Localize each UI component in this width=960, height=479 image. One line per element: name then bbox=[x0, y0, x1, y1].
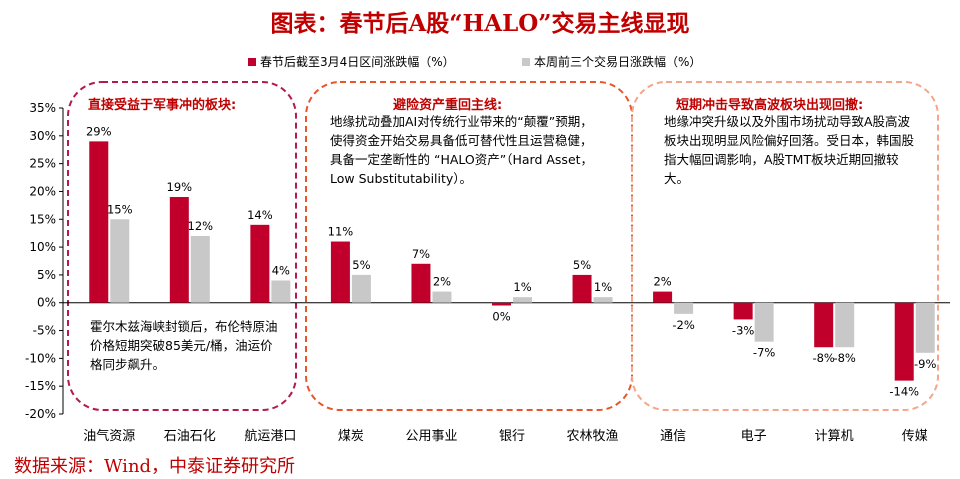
x-tick-label-0: 油气资源 bbox=[83, 428, 135, 444]
data-label-s2-0: 15% bbox=[107, 202, 133, 216]
bar-s1-8 bbox=[733, 302, 753, 320]
data-label-s2-1: 12% bbox=[188, 219, 214, 233]
legend-swatch-1 bbox=[248, 58, 256, 66]
bar-s2-9 bbox=[835, 302, 855, 348]
bar-s1-5 bbox=[492, 302, 511, 306]
y-tick-label: 15% bbox=[29, 212, 56, 226]
bar-s2-5 bbox=[513, 297, 532, 303]
x-tick-label-3: 煤炭 bbox=[338, 429, 364, 444]
bar-s1-3 bbox=[330, 241, 350, 303]
y-tick-label: -15% bbox=[25, 379, 56, 393]
bar-s2-6 bbox=[593, 297, 613, 303]
data-label-s2-4: 2% bbox=[433, 275, 451, 289]
data-label-s2-3: 5% bbox=[352, 258, 370, 272]
group2-note: 地缘扰动叠加AI对传统行业带来的“颠覆”预期，使得资金开始交易具备低可替代性且运… bbox=[330, 114, 594, 186]
data-label-s2-2: 4% bbox=[272, 263, 290, 277]
data-label-s1-10: -14% bbox=[889, 385, 919, 399]
data-label-s1-8: -3% bbox=[732, 323, 754, 337]
y-tick-label: 25% bbox=[29, 157, 56, 171]
group1-heading: 直接受益于军事冲的板块: bbox=[88, 98, 237, 113]
x-tick-label-2: 航运港口 bbox=[244, 428, 296, 444]
data-source: 数据来源：Wind，中泰证券研究所 bbox=[14, 456, 296, 477]
bar-s2-1 bbox=[190, 235, 210, 303]
chart-title: 图表：春节后A股“HALO”交易主线显现 bbox=[270, 10, 690, 37]
x-tick-label-9: 计算机 bbox=[815, 429, 854, 444]
x-tick-label-8: 电子 bbox=[741, 429, 767, 444]
group2-heading: 避险资产重回主线: bbox=[393, 98, 503, 113]
group1-note: 霍尔木兹海峡封锁后，布伦特原油价格短期突破85美元/桶，油运价格同步飙升。 bbox=[90, 319, 278, 372]
data-label-s1-6: 5% bbox=[573, 258, 591, 272]
data-label-s1-3: 11% bbox=[328, 225, 354, 239]
group3-note: 地缘冲突升级以及外围市场扰动导致A股高波板块出现明显风险偏好回落。受日本，韩国股… bbox=[664, 114, 915, 186]
data-label-s1-1: 19% bbox=[167, 180, 193, 194]
bar-s1-4 bbox=[411, 263, 431, 303]
data-label-s2-6: 1% bbox=[594, 280, 612, 294]
y-tick-label: 30% bbox=[29, 129, 56, 143]
data-label-s2-10: -9% bbox=[914, 357, 936, 371]
bar-s1-2 bbox=[250, 224, 270, 303]
y-tick-label: 20% bbox=[29, 184, 56, 198]
bar-s1-6 bbox=[572, 274, 592, 303]
bar-s2-8 bbox=[754, 302, 774, 342]
y-tick-label: 0% bbox=[37, 296, 56, 310]
bar-s1-9 bbox=[814, 302, 834, 348]
bar-s1-1 bbox=[169, 197, 189, 303]
data-label-s1-7: 2% bbox=[653, 275, 671, 289]
data-label-s2-9: -8% bbox=[833, 351, 855, 365]
group-box-1 bbox=[67, 81, 297, 411]
data-label-s2-7: -2% bbox=[672, 318, 694, 332]
bar-s2-4 bbox=[432, 291, 452, 303]
legend-label-2: 本周前三个交易日涨跌幅（%） bbox=[534, 54, 701, 69]
group3-heading: 短期冲击导致高波板块出现回撤: bbox=[676, 98, 864, 113]
legend-label-1: 春节后截至3月4日区间涨跌幅（%） bbox=[260, 54, 455, 69]
data-label-s1-0: 29% bbox=[86, 124, 112, 138]
legend-swatch-2 bbox=[522, 58, 530, 66]
y-tick-label: -20% bbox=[25, 407, 56, 421]
bar-s2-0 bbox=[110, 219, 130, 303]
data-label-s2-5: 1% bbox=[513, 280, 531, 294]
group-box-3 bbox=[631, 81, 939, 411]
x-tick-label-10: 传媒 bbox=[902, 429, 928, 444]
data-label-s1-2: 14% bbox=[247, 208, 273, 222]
y-tick-label: 5% bbox=[37, 268, 56, 282]
x-tick-label-6: 农林牧渔 bbox=[567, 429, 619, 444]
bar-s2-3 bbox=[351, 274, 371, 303]
x-tick-label-1: 石油石化 bbox=[164, 429, 216, 444]
bar-s1-10 bbox=[894, 302, 914, 381]
bar-s2-2 bbox=[271, 280, 291, 303]
y-tick-label: 35% bbox=[29, 101, 56, 115]
bar-s1-0 bbox=[89, 141, 109, 303]
y-tick-label: -5% bbox=[33, 324, 56, 338]
bar-s2-10 bbox=[915, 302, 935, 353]
data-label-s1-5: 0% bbox=[492, 310, 510, 324]
data-label-s1-4: 7% bbox=[412, 247, 430, 261]
bar-chart: 春节后截至3月4日区间涨跌幅（%） 本周前三个交易日涨跌幅（%） 35% 30% 25… bbox=[25, 54, 950, 444]
x-tick-label-5: 银行 bbox=[499, 429, 525, 444]
bar-s1-7 bbox=[653, 291, 673, 303]
data-label-s2-8: -7% bbox=[753, 346, 775, 360]
x-tick-label-7: 通信 bbox=[660, 429, 686, 444]
x-tick-label-4: 公用事业 bbox=[405, 429, 457, 444]
data-label-s1-9: -8% bbox=[812, 351, 834, 365]
y-tick-label: 10% bbox=[29, 240, 56, 254]
y-tick-label: -10% bbox=[25, 351, 56, 365]
bar-s2-7 bbox=[674, 302, 694, 314]
